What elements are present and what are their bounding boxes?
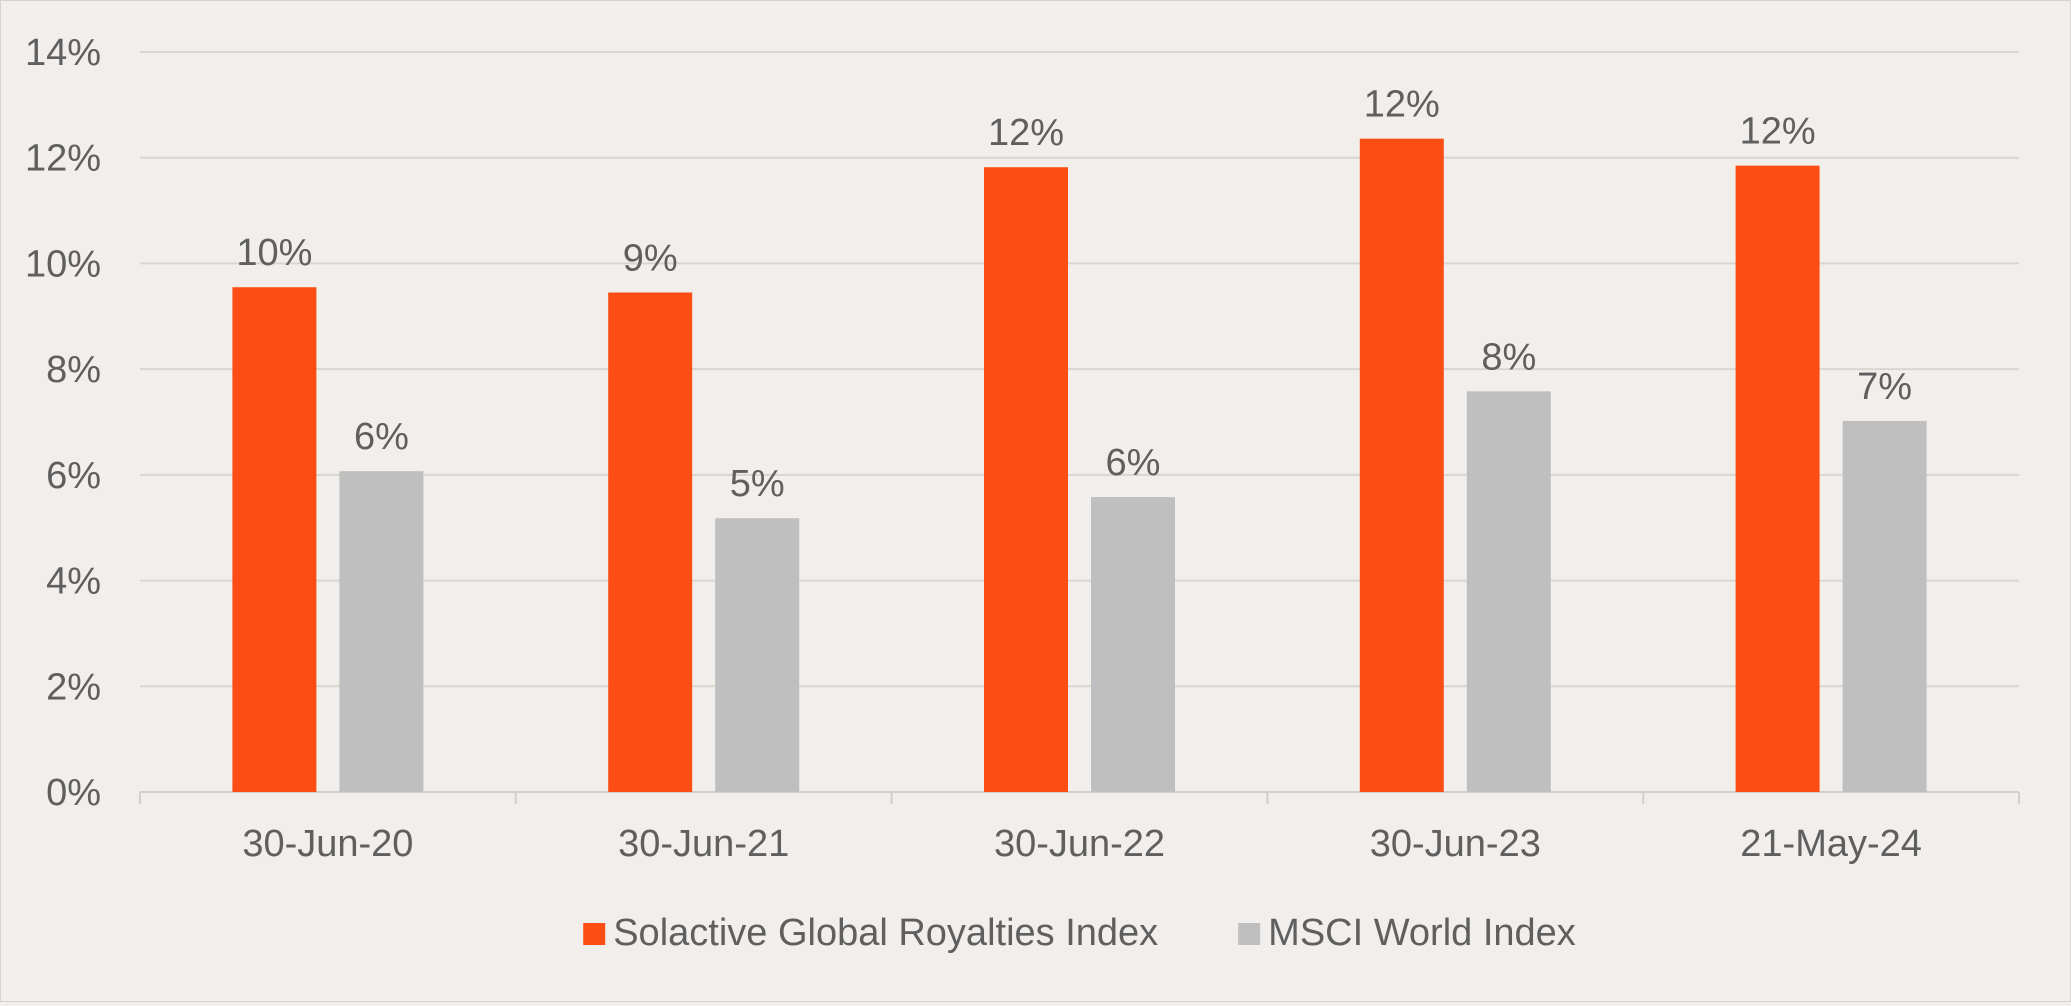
y-tick-label: 0% bbox=[46, 772, 101, 814]
x-tick-label: 30-Jun-23 bbox=[1370, 823, 1541, 865]
legend-swatch bbox=[1238, 923, 1261, 945]
y-tick-label: 4% bbox=[46, 561, 101, 603]
data-label: 9% bbox=[623, 238, 678, 280]
data-label: 7% bbox=[1857, 366, 1912, 408]
bar-msci bbox=[1466, 391, 1551, 792]
x-tick-label: 21-May-24 bbox=[1740, 823, 1922, 865]
bar-royalties bbox=[608, 292, 693, 792]
y-axis: 0% 2% 4% 6% 8% 10% 12% 14% bbox=[25, 32, 101, 814]
data-label: 12% bbox=[1364, 84, 1440, 126]
legend: Solactive Global Royalties Index MSCI Wor… bbox=[583, 912, 1576, 954]
x-axis: 30-Jun-20 30-Jun-21 30-Jun-22 30-Jun-23 21-M… bbox=[139, 791, 2020, 865]
legend-item: Solactive Global Royalties Index bbox=[583, 912, 1158, 954]
data-label: 5% bbox=[730, 463, 785, 505]
bar-royalties bbox=[1359, 138, 1444, 792]
y-tick-label: 8% bbox=[46, 349, 101, 391]
y-tick-label: 12% bbox=[25, 138, 101, 180]
bar-msci bbox=[339, 471, 424, 792]
bar-msci bbox=[715, 518, 800, 792]
data-label: 6% bbox=[1106, 442, 1161, 484]
legend-item: MSCI World Index bbox=[1238, 912, 1576, 954]
bar-msci bbox=[1842, 420, 1927, 792]
y-tick-label: 6% bbox=[46, 455, 101, 497]
bar-royalties bbox=[984, 167, 1068, 792]
x-tick-label: 30-Jun-21 bbox=[618, 823, 789, 865]
data-label: 12% bbox=[1740, 111, 1816, 153]
grid-lines bbox=[140, 51, 2019, 688]
data-label: 10% bbox=[236, 232, 312, 274]
x-tick-label: 30-Jun-22 bbox=[994, 823, 1165, 865]
bar-royalties bbox=[1735, 165, 1820, 793]
legend-swatch bbox=[583, 923, 606, 945]
y-tick-label: 14% bbox=[25, 32, 101, 74]
data-labels: 10% 9% 12% 12% 12% 6% 5% 6% 8% 7% bbox=[236, 84, 1912, 506]
bars bbox=[232, 138, 1927, 793]
data-label: 8% bbox=[1481, 336, 1536, 378]
data-label: 6% bbox=[354, 416, 409, 458]
legend-label: Solactive Global Royalties Index bbox=[613, 912, 1158, 954]
bar-royalties bbox=[232, 287, 317, 792]
legend-label: MSCI World Index bbox=[1268, 912, 1576, 954]
y-tick-label: 2% bbox=[46, 666, 101, 708]
bar-msci bbox=[1091, 497, 1175, 792]
data-label: 12% bbox=[988, 112, 1064, 154]
x-tick-label: 30-Jun-20 bbox=[242, 823, 413, 865]
y-tick-label: 10% bbox=[25, 243, 101, 285]
